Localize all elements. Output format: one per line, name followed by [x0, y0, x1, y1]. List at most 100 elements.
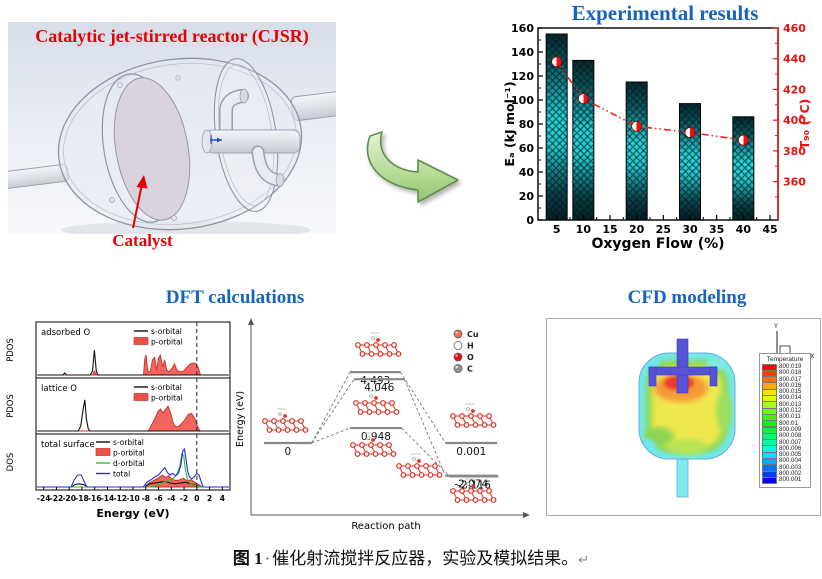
- caption-text: 催化射流搅拌反应器，实验及模拟结果。: [272, 549, 579, 568]
- circle-shape: [472, 497, 479, 503]
- circle-shape: [262, 418, 268, 424]
- colorbar-value: 800.013: [779, 400, 802, 408]
- adsorbate-O-atom: [417, 459, 421, 463]
- molecule-icon: [450, 403, 497, 428]
- circle-shape: [371, 400, 377, 406]
- circle-shape: [266, 427, 273, 433]
- circle-shape: [468, 413, 474, 419]
- circle-shape: [382, 342, 388, 348]
- circle-shape: [368, 351, 375, 357]
- adsorbate-H-atom: [466, 407, 470, 411]
- bar-hatch-30: [679, 103, 701, 220]
- cfd-outlet-tube: [676, 456, 689, 498]
- figure-number: 图 1: [232, 549, 263, 568]
- molecule-icon: [355, 332, 402, 357]
- colorbar-value: 800.016: [779, 381, 802, 389]
- colorbar-value: 800.006: [779, 444, 802, 452]
- cfd-colorbar: Temperature 800.019 800.018 800.017 800.016…: [759, 353, 811, 488]
- circle-shape: [377, 351, 384, 357]
- flow-arrow-icon: [366, 131, 459, 203]
- circle-shape: [366, 409, 373, 415]
- colorbar-value: 800.007: [779, 438, 802, 446]
- circle-shape: [393, 409, 400, 415]
- connector-4.493-0.001: [400, 371, 446, 444]
- circle-shape: [375, 409, 382, 415]
- legend-label-s-orbital: s-orbital: [151, 327, 182, 336]
- colorbar-title: Temperature: [766, 356, 804, 363]
- circle-shape: [271, 418, 277, 424]
- circle-shape: [275, 427, 282, 433]
- colorbar-value: 800.017: [779, 375, 802, 383]
- circle-shape: [381, 451, 388, 457]
- circle-shape: [293, 427, 300, 433]
- circle-shape: [400, 472, 407, 478]
- circle-shape: [490, 422, 497, 428]
- circle-shape: [355, 342, 361, 348]
- ytick-left: 80: [519, 118, 535, 131]
- ytick-right: 360: [783, 176, 806, 189]
- colorbar-value: 800.003: [779, 463, 802, 471]
- xtick: 25: [656, 223, 671, 236]
- legend-atom-H: [453, 341, 463, 350]
- circle-shape: [280, 418, 286, 424]
- dos-xtick: 4: [220, 494, 225, 503]
- dos-x-axis-label: Energy (eV): [96, 507, 169, 520]
- level-label--2.074: -2.074: [454, 479, 488, 491]
- adsorbate-H-atom: [371, 336, 375, 340]
- colorbar-value: 800.008: [779, 432, 802, 440]
- polygon-shape: [248, 318, 254, 325]
- circle-shape: [391, 342, 397, 348]
- dos-series-s-orbital: [37, 399, 229, 432]
- legend-label-s-orbital: s-orbital: [113, 438, 144, 447]
- adsorbate-O-atom: [471, 409, 475, 413]
- connector-0-4.493: [311, 371, 351, 444]
- circle-shape: [384, 409, 391, 415]
- connector-0-0.948: [311, 427, 351, 444]
- xtick: 45: [762, 223, 777, 236]
- circle-shape: [455, 342, 458, 346]
- return-mark: ↵: [578, 552, 590, 567]
- xtick: 40: [736, 223, 752, 236]
- circle-shape: [477, 488, 483, 494]
- circle-shape: [486, 488, 492, 494]
- circle-shape: [386, 442, 392, 448]
- circle-shape: [289, 418, 295, 424]
- dos-xtick: -10: [126, 494, 140, 503]
- level-label-0: 0: [284, 446, 291, 458]
- polygon-shape: [523, 512, 530, 518]
- colorbar-value: 800.001: [779, 476, 802, 484]
- circle-shape: [284, 427, 291, 433]
- experimental-chart: 0 20 40 60 80 100 120 140 160 360 380 400 420 440 460 5…: [502, 22, 812, 252]
- colorbar-entry: 800.001: [762, 476, 808, 485]
- circle-shape: [454, 422, 461, 428]
- circle-shape: [368, 442, 374, 448]
- circle-shape: [372, 451, 379, 457]
- circle-shape: [359, 351, 366, 357]
- cfd-contour-plot: Y X Z: [638, 322, 815, 498]
- colorbar-value: 800.005: [779, 451, 802, 459]
- bar-hatch-20: [626, 82, 648, 220]
- ytick-left: 140: [511, 46, 534, 59]
- cfd-panel: Y X Z Temperature 800.019800.018800.0178…: [546, 318, 821, 516]
- legend-label-d-orbital: d-orbital: [113, 459, 145, 468]
- dos-xtick: -24: [37, 494, 51, 503]
- cfd-title: CFD modeling: [627, 287, 747, 308]
- dos-panel-label: lattice O: [41, 384, 77, 394]
- adsorbate-O-atom: [471, 484, 475, 488]
- dos-panel-ylabel: PDOS: [6, 394, 16, 418]
- reactor-panel-title: Catalytic jet-stirred reactor (CJSR): [35, 26, 309, 46]
- ytick-right: 400: [783, 114, 806, 127]
- circle-shape: [414, 463, 420, 469]
- dos-xtick: 0: [194, 494, 199, 503]
- circle-shape: [490, 497, 497, 503]
- legend-atom-label-C: C: [467, 365, 473, 374]
- circle-shape: [353, 400, 359, 406]
- level-label-4.046: 4.046: [364, 382, 394, 394]
- adsorbate-H-atom: [412, 457, 416, 461]
- circle-shape: [390, 451, 397, 457]
- ytick-left: 100: [511, 94, 534, 107]
- circle-shape: [423, 463, 429, 469]
- xtick: 20: [629, 223, 645, 236]
- circle-shape: [389, 400, 395, 406]
- x-axis-label: Oxygen Flow (%): [591, 236, 724, 252]
